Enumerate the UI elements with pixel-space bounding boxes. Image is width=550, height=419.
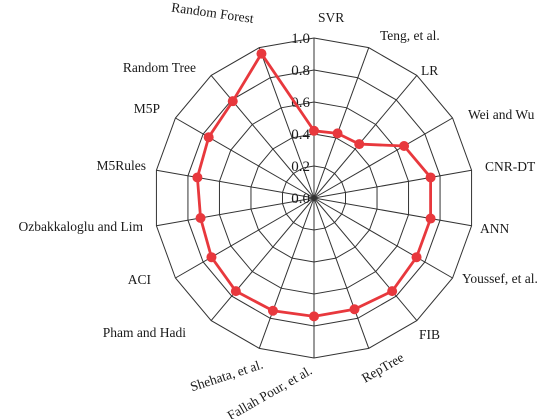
category-label-reptree: RepTree <box>359 350 406 386</box>
data-point-m5p <box>203 132 214 143</box>
grid-spoke <box>313 197 370 349</box>
data-point-svr <box>309 125 319 136</box>
grid-spoke <box>156 197 315 227</box>
category-label-ann: ANN <box>480 221 509 236</box>
radial-tick-label: 1.0 <box>291 31 310 47</box>
category-label-lr: LR <box>421 63 438 78</box>
category-labels: SVR Teng, et al. LR Wei and Wu CNR-DT ANN Yous… <box>19 0 538 419</box>
radar-grid <box>155 37 473 359</box>
grid-spoke <box>313 47 370 199</box>
radial-tick-label: 0.8 <box>291 63 310 79</box>
category-label-youssef-et-al: Youssef, et al. <box>462 271 538 286</box>
grid-spoke <box>258 47 315 199</box>
grid-spoke <box>258 197 315 349</box>
grid-spoke <box>175 197 315 279</box>
data-point-aci <box>206 252 217 263</box>
radial-tick-labels: 0.0 0.2 0.4 0.6 0.8 1.0 <box>291 31 310 207</box>
grid-spoke <box>210 75 315 199</box>
category-label-cnr-dt: CNR-DT <box>485 159 536 174</box>
grid-spoke <box>313 75 418 199</box>
grid-spoke <box>313 197 472 227</box>
category-label-shehata-et-al: Shehata, et al. <box>188 357 265 395</box>
data-point-fib <box>387 286 398 297</box>
radial-tick-label: 0.0 <box>291 191 310 207</box>
data-point-m5rules <box>192 172 203 183</box>
data-point-shehata-et-al <box>267 305 278 316</box>
data-point-pham-and-hadi <box>230 286 241 297</box>
grid-spoke <box>313 197 453 279</box>
data-point-ozbakkaloglu-and-lim <box>195 213 206 223</box>
category-label-random-tree: Random Tree <box>123 60 196 75</box>
category-label-wei-and-wu: Wei and Wu <box>468 107 535 122</box>
category-label-m5p: M5P <box>134 101 160 116</box>
data-point-youssef-et-al <box>411 252 422 263</box>
data-point-random-forest <box>256 48 267 59</box>
data-point-random-tree <box>227 96 238 107</box>
category-label-ozbakkaloglu-and-lim: Ozbakkaloglu and Lim <box>19 219 144 234</box>
data-point-cnr-dt <box>425 172 436 183</box>
category-label-m5rules: M5Rules <box>96 158 146 173</box>
data-point-ann <box>425 213 436 224</box>
grid-spoke <box>313 169 472 199</box>
radial-tick-label: 0.2 <box>291 159 310 175</box>
category-label-pham-and-hadi: Pham and Hadi <box>103 325 186 340</box>
data-point-lr <box>354 139 365 150</box>
data-point-fallah-pour-et-al <box>309 311 319 322</box>
radial-tick-label: 0.4 <box>291 127 310 143</box>
grid-spoke <box>156 169 315 199</box>
grid-spoke <box>210 197 315 321</box>
category-label-teng-et-al: Teng, et al. <box>380 28 440 43</box>
category-label-aci: ACI <box>128 272 152 287</box>
category-label-svr: SVR <box>318 10 344 25</box>
data-point-reptree <box>349 304 360 315</box>
data-point-teng-et-al <box>332 128 343 139</box>
grid-spoke <box>175 117 315 199</box>
series-layer <box>192 48 436 322</box>
grid-spoke <box>313 197 418 321</box>
data-point-wei-and-wu <box>399 141 410 151</box>
grid-spoke <box>313 117 453 199</box>
category-label-fib: FIB <box>419 327 440 342</box>
radial-tick-label: 0.6 <box>291 95 310 111</box>
category-label-random-forest: Random Forest <box>171 0 255 26</box>
